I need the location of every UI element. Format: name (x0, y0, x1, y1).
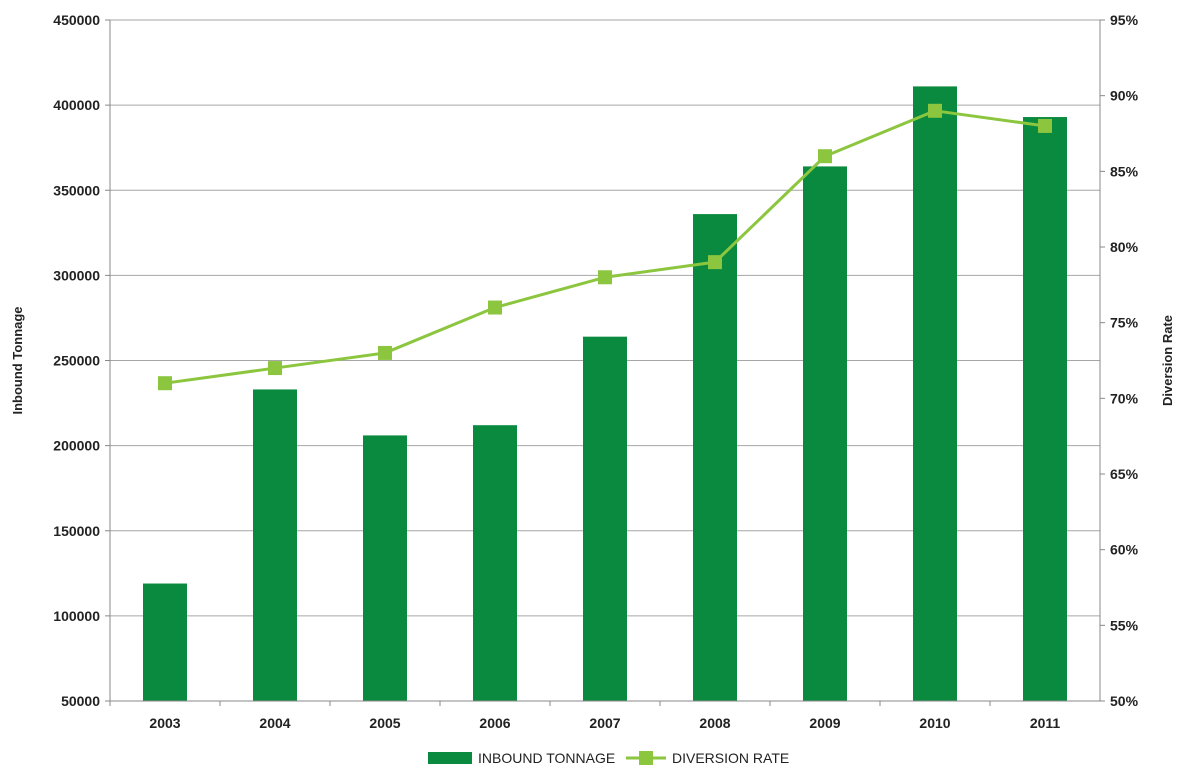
y2-tick-label: 50% (1110, 693, 1139, 709)
y2-tick-label: 90% (1110, 88, 1139, 104)
bar-2005 (363, 435, 407, 701)
marker-2010 (928, 103, 942, 118)
x-tick-label: 2005 (369, 715, 400, 731)
x-tick-label: 2006 (479, 715, 510, 731)
y-tick-label: 400000 (53, 97, 100, 113)
bar-2011 (1023, 117, 1067, 702)
bar-2004 (253, 389, 297, 701)
y-tick-label: 100000 (53, 608, 100, 624)
y2-tick-label: 95% (1110, 12, 1139, 28)
y2-tick-label: 55% (1110, 617, 1139, 633)
x-tick-label: 2003 (149, 715, 180, 731)
legend-label-line: DIVERSION RATE (672, 750, 789, 766)
y-tick-label: 250000 (53, 353, 100, 369)
y2-tick-label: 85% (1110, 163, 1139, 179)
line-diversion-rate (158, 103, 1052, 391)
bar-2003 (143, 583, 187, 701)
axes: 50000 100000 150000 200000 250000 300000 35000… (10, 12, 1175, 731)
x-tick-label: 2009 (809, 715, 840, 731)
marker-2011 (1038, 118, 1052, 133)
y-axis-title: Inbound Tonnage (10, 306, 25, 414)
legend-swatch-marker (639, 751, 653, 765)
marker-2008 (708, 255, 722, 270)
marker-2009 (818, 149, 832, 164)
y-tick-label: 50000 (61, 693, 100, 709)
x-tick-label: 2004 (259, 715, 290, 731)
y2-tick-label: 70% (1110, 390, 1139, 406)
legend: INBOUND TONNAGE DIVERSION RATE (428, 750, 789, 766)
marker-2007 (598, 270, 612, 285)
y2-tick-label: 65% (1110, 466, 1139, 482)
marker-2005 (378, 345, 392, 360)
y2-tick-label: 75% (1110, 315, 1139, 331)
x-tick-label: 2010 (919, 715, 950, 731)
bar-2009 (803, 166, 847, 702)
y2-tick-label: 80% (1110, 239, 1139, 255)
y2-tick-label: 60% (1110, 542, 1139, 558)
y-tick-label: 150000 (53, 523, 100, 539)
marker-2004 (268, 361, 282, 376)
legend-swatch-bar (428, 752, 472, 764)
y2-axis-title: Diversion Rate (1160, 315, 1175, 406)
marker-2006 (488, 300, 502, 315)
y-tick-label: 450000 (53, 12, 100, 28)
bar-2008 (693, 214, 737, 701)
y-tick-label: 350000 (53, 182, 100, 198)
bar-2010 (913, 86, 957, 701)
x-tick-label: 2011 (1030, 715, 1061, 731)
marker-2003 (158, 376, 172, 391)
y-tick-label: 200000 (53, 438, 100, 454)
bar-2006 (473, 425, 517, 701)
y-tick-label: 300000 (53, 267, 100, 283)
legend-label-bar: INBOUND TONNAGE (478, 750, 615, 766)
bars-inbound-tonnage (143, 86, 1067, 702)
bar-2007 (583, 336, 627, 701)
x-tick-label: 2007 (589, 715, 620, 731)
x-tick-label: 2008 (699, 715, 730, 731)
